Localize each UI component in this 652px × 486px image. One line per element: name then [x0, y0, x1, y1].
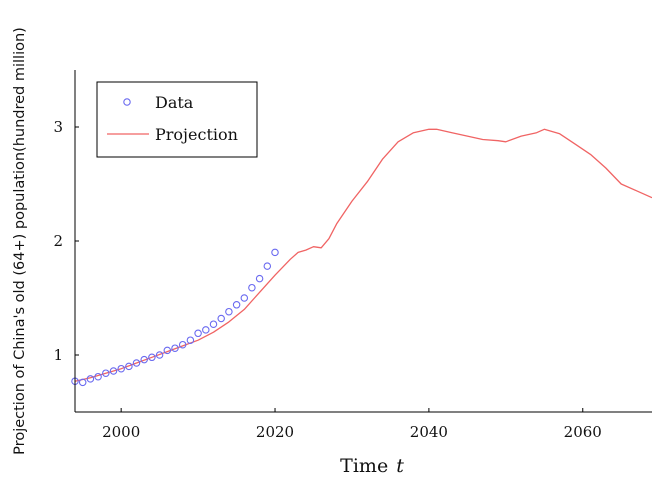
x-tick-label: 2040: [410, 423, 448, 441]
y-axis-label: Projection of China's old (64+) populati…: [12, 27, 28, 455]
data-point: [240, 294, 249, 302]
data-point: [225, 307, 233, 316]
x-axis-label: Time t: [340, 455, 404, 477]
data-point: [86, 375, 95, 383]
data-point: [248, 283, 256, 292]
data-point: [255, 274, 264, 283]
axes: 2000 2020 2040 2060 1 2 3: [53, 70, 652, 441]
y-tick-label: 2: [53, 232, 63, 250]
legend-label: Projection: [155, 125, 238, 144]
data-point: [171, 344, 179, 352]
data-point: [217, 314, 225, 323]
data-point: [194, 329, 202, 338]
data-point: [148, 353, 156, 362]
data-point: [94, 372, 102, 381]
legend-label: Data: [155, 93, 194, 112]
data-point: [163, 346, 172, 355]
data-point: [232, 301, 241, 309]
data-point: [178, 340, 187, 349]
legend: Data Projection: [96, 81, 258, 158]
data-point: [132, 359, 141, 367]
data-point: [155, 351, 164, 359]
x-tick-label: 2020: [256, 423, 294, 441]
data-point: [125, 362, 133, 371]
projection-line: [74, 128, 652, 382]
data-point: [271, 248, 279, 257]
data-point: [117, 364, 125, 373]
legend-marker-data: [123, 98, 131, 106]
data-point: [109, 367, 118, 375]
legend-box: [96, 81, 258, 158]
data-point: [202, 326, 210, 334]
data-point: [102, 369, 110, 377]
y-tick-label: 3: [53, 118, 63, 136]
data-point: [78, 378, 87, 387]
data-point: [186, 336, 195, 344]
y-tick-label: 1: [53, 346, 63, 364]
data-point: [140, 355, 148, 364]
plot-area: [71, 128, 652, 387]
data-point: [209, 320, 218, 328]
data-point: [263, 262, 272, 270]
x-tick-label: 2060: [564, 423, 602, 441]
x-tick-label: 2000: [102, 423, 140, 441]
